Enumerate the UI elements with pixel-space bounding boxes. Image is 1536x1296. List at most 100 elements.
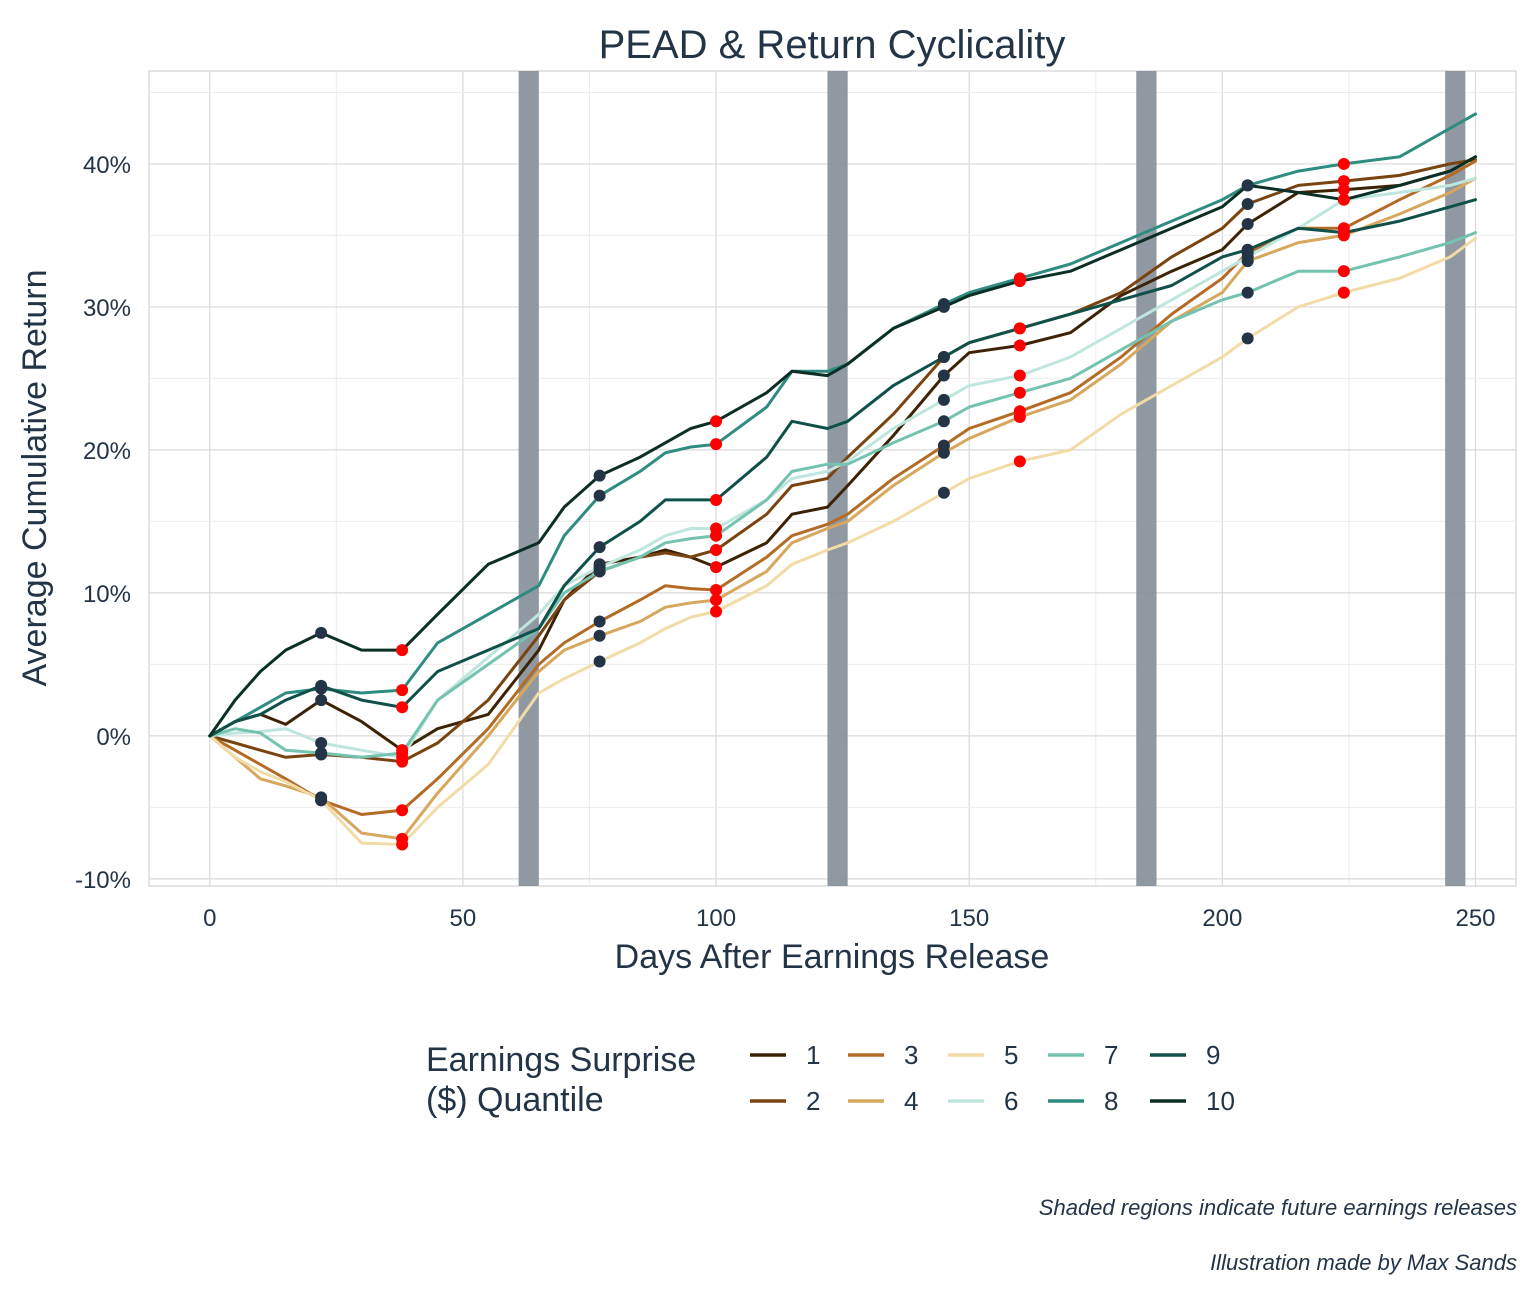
- high-point-marker: [1013, 386, 1026, 399]
- x-tick-labels: 0 50 100 150 200 250: [203, 905, 1495, 932]
- low-point-marker: [937, 486, 950, 499]
- low-point-marker: [315, 794, 328, 807]
- chart-title: PEAD & Return Cyclicality: [599, 23, 1066, 67]
- series-line-4: [208, 176, 1477, 841]
- high-point-marker: [1013, 411, 1026, 424]
- high-point-marker: [1337, 175, 1350, 188]
- legend-title-line-1: Earnings Surprise: [426, 1041, 696, 1079]
- low-point-marker: [937, 369, 950, 382]
- y-tick-labels: -10% 0% 10% 20% 30% 40%: [75, 152, 131, 894]
- legend-title-line-2: ($) Quantile: [426, 1081, 604, 1119]
- high-point-marker: [710, 493, 723, 506]
- high-point-marker: [1337, 193, 1350, 206]
- series-line-1: [208, 155, 1477, 752]
- low-point-marker: [315, 737, 328, 750]
- low-point-marker: [937, 350, 950, 363]
- low-point-marker: [1241, 217, 1254, 230]
- x-tick-label: 250: [1455, 905, 1495, 932]
- legend-label-10: 10: [1206, 1086, 1235, 1116]
- legend: 1 2 3 4 5 6 7 8 9 10: [750, 1040, 1235, 1116]
- caption-credit: Illustration made by Max Sands: [1210, 1250, 1517, 1275]
- low-point-marker: [593, 469, 606, 482]
- series-line-9: [208, 198, 1477, 738]
- legend-label-1: 1: [806, 1040, 820, 1070]
- legend-label-6: 6: [1004, 1086, 1018, 1116]
- high-point-marker: [710, 415, 723, 428]
- caption-shaded-note: Shaded regions indicate future earnings …: [1039, 1195, 1517, 1220]
- legend-label-2: 2: [806, 1086, 820, 1116]
- series-lines: [208, 112, 1477, 846]
- high-point-marker: [710, 561, 723, 574]
- high-point-marker: [396, 804, 409, 817]
- low-point-marker: [1241, 286, 1254, 299]
- high-point-marker: [710, 584, 723, 597]
- low-point-marker: [315, 626, 328, 639]
- low-point-marker: [315, 694, 328, 707]
- series-line-7: [208, 231, 1477, 759]
- high-point-marker: [710, 594, 723, 607]
- legend-label-4: 4: [904, 1086, 918, 1116]
- low-point-marker: [1241, 243, 1254, 256]
- series-line-2: [208, 158, 1477, 764]
- high-point-marker: [1337, 183, 1350, 196]
- shaded-region: [1445, 71, 1466, 886]
- x-tick-label: 50: [450, 905, 477, 932]
- high-point-marker: [396, 684, 409, 697]
- high-point-marker: [1337, 265, 1350, 278]
- low-point-marker: [593, 565, 606, 578]
- low-point-marker: [937, 415, 950, 428]
- high-point-marker: [1013, 275, 1026, 288]
- x-tick-label: 150: [949, 905, 989, 932]
- x-axis-title: Days After Earnings Release: [615, 938, 1050, 976]
- high-point-marker: [1013, 369, 1026, 382]
- low-point-marker: [315, 747, 328, 760]
- series-line-5: [208, 236, 1477, 846]
- legend-label-8: 8: [1104, 1086, 1118, 1116]
- high-point-marker: [1337, 286, 1350, 299]
- low-point-marker: [315, 679, 328, 692]
- legend-label-9: 9: [1206, 1040, 1220, 1070]
- high-point-marker: [710, 529, 723, 542]
- y-tick-label: 40%: [83, 152, 131, 179]
- high-point-marker: [396, 701, 409, 714]
- y-tick-label: -10%: [75, 867, 131, 894]
- low-point-marker: [593, 615, 606, 628]
- y-tick-label: 30%: [83, 295, 131, 322]
- high-point-marker: [396, 747, 409, 760]
- x-tick-label: 0: [203, 905, 216, 932]
- low-point-marker: [937, 393, 950, 406]
- low-point-marker: [593, 629, 606, 642]
- y-tick-label: 20%: [83, 438, 131, 465]
- y-tick-label: 0%: [96, 724, 131, 751]
- legend-label-5: 5: [1004, 1040, 1018, 1070]
- x-tick-label: 100: [696, 905, 736, 932]
- low-point-marker: [937, 446, 950, 459]
- series-line-10: [208, 155, 1477, 738]
- high-point-marker: [710, 438, 723, 451]
- y-axis-title: Average Cumulative Return: [16, 269, 54, 686]
- shaded-region: [518, 71, 539, 886]
- legend-label-7: 7: [1104, 1040, 1118, 1070]
- high-point-marker: [396, 838, 409, 851]
- low-point-marker: [593, 655, 606, 668]
- high-point-marker: [1337, 226, 1350, 239]
- high-point-marker: [710, 543, 723, 556]
- high-point-marker: [1013, 339, 1026, 352]
- low-point-marker: [1241, 179, 1254, 192]
- legend-label-3: 3: [904, 1040, 918, 1070]
- high-point-marker: [396, 644, 409, 657]
- high-point-marker: [1013, 455, 1026, 468]
- low-point-marker: [593, 541, 606, 554]
- y-tick-label: 10%: [83, 581, 131, 608]
- low-point-marker: [937, 300, 950, 313]
- shaded-region: [1136, 71, 1157, 886]
- high-point-marker: [710, 605, 723, 618]
- shaded-region: [827, 71, 848, 886]
- markers: [315, 157, 1350, 851]
- low-point-marker: [593, 489, 606, 502]
- x-tick-label: 200: [1202, 905, 1242, 932]
- low-point-marker: [1241, 197, 1254, 210]
- low-point-marker: [1241, 332, 1254, 345]
- series-line-8: [208, 112, 1477, 738]
